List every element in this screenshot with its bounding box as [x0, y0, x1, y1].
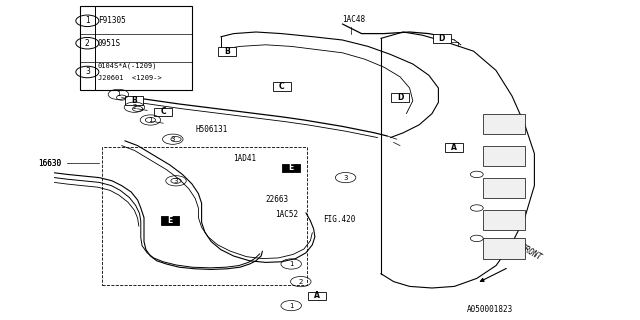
Bar	[433, 34, 451, 43]
Text: A: A	[314, 292, 320, 300]
Bar	[483, 178, 525, 198]
Text: E: E	[289, 164, 294, 172]
Text: H506131: H506131	[195, 125, 228, 134]
Text: 3: 3	[170, 136, 175, 142]
Text: C: C	[161, 108, 166, 116]
Bar	[102, 147, 307, 285]
Text: 1AC52: 1AC52	[275, 210, 298, 219]
Text: 16630: 16630	[38, 159, 61, 168]
Text: 1: 1	[116, 92, 121, 97]
Text: B: B	[132, 96, 137, 105]
Bar	[483, 146, 525, 166]
Bar	[218, 47, 236, 56]
Text: 3: 3	[85, 68, 90, 76]
Text: B: B	[225, 47, 230, 56]
Bar	[125, 96, 143, 105]
Text: D: D	[397, 93, 403, 102]
Bar	[154, 108, 172, 116]
Text: 1AC48: 1AC48	[342, 15, 365, 24]
Bar	[391, 93, 409, 102]
Bar	[80, 6, 192, 90]
Text: F91305: F91305	[98, 16, 125, 25]
Text: 0951S: 0951S	[98, 39, 121, 48]
Bar	[483, 210, 525, 230]
Bar	[282, 164, 300, 172]
Bar	[308, 292, 326, 300]
Text: E: E	[167, 216, 172, 225]
Text: 2: 2	[132, 104, 136, 110]
Text: 2: 2	[85, 39, 90, 48]
Text: C: C	[279, 82, 284, 91]
Bar	[483, 238, 525, 259]
Text: FRONT: FRONT	[518, 243, 543, 262]
Bar	[273, 82, 291, 91]
Text: 0104S*A(-1209): 0104S*A(-1209)	[98, 63, 157, 69]
Text: A050001823: A050001823	[467, 305, 513, 314]
Text: 1: 1	[148, 117, 153, 123]
Text: 1: 1	[289, 303, 294, 308]
Text: 16630: 16630	[38, 159, 61, 168]
Bar	[161, 216, 179, 225]
Bar	[445, 143, 463, 152]
Text: D: D	[438, 34, 445, 43]
Text: A: A	[451, 143, 458, 152]
Text: FIG.420: FIG.420	[323, 215, 356, 224]
Text: 1: 1	[289, 261, 294, 267]
Text: 1: 1	[85, 16, 90, 25]
Bar	[483, 114, 525, 134]
Text: J20601  <1209->: J20601 <1209->	[98, 75, 162, 81]
Text: 3: 3	[173, 178, 179, 184]
Text: 2: 2	[299, 279, 303, 284]
Text: 3: 3	[343, 175, 348, 180]
Text: 22663: 22663	[266, 196, 289, 204]
Text: 1AD41: 1AD41	[234, 154, 257, 163]
